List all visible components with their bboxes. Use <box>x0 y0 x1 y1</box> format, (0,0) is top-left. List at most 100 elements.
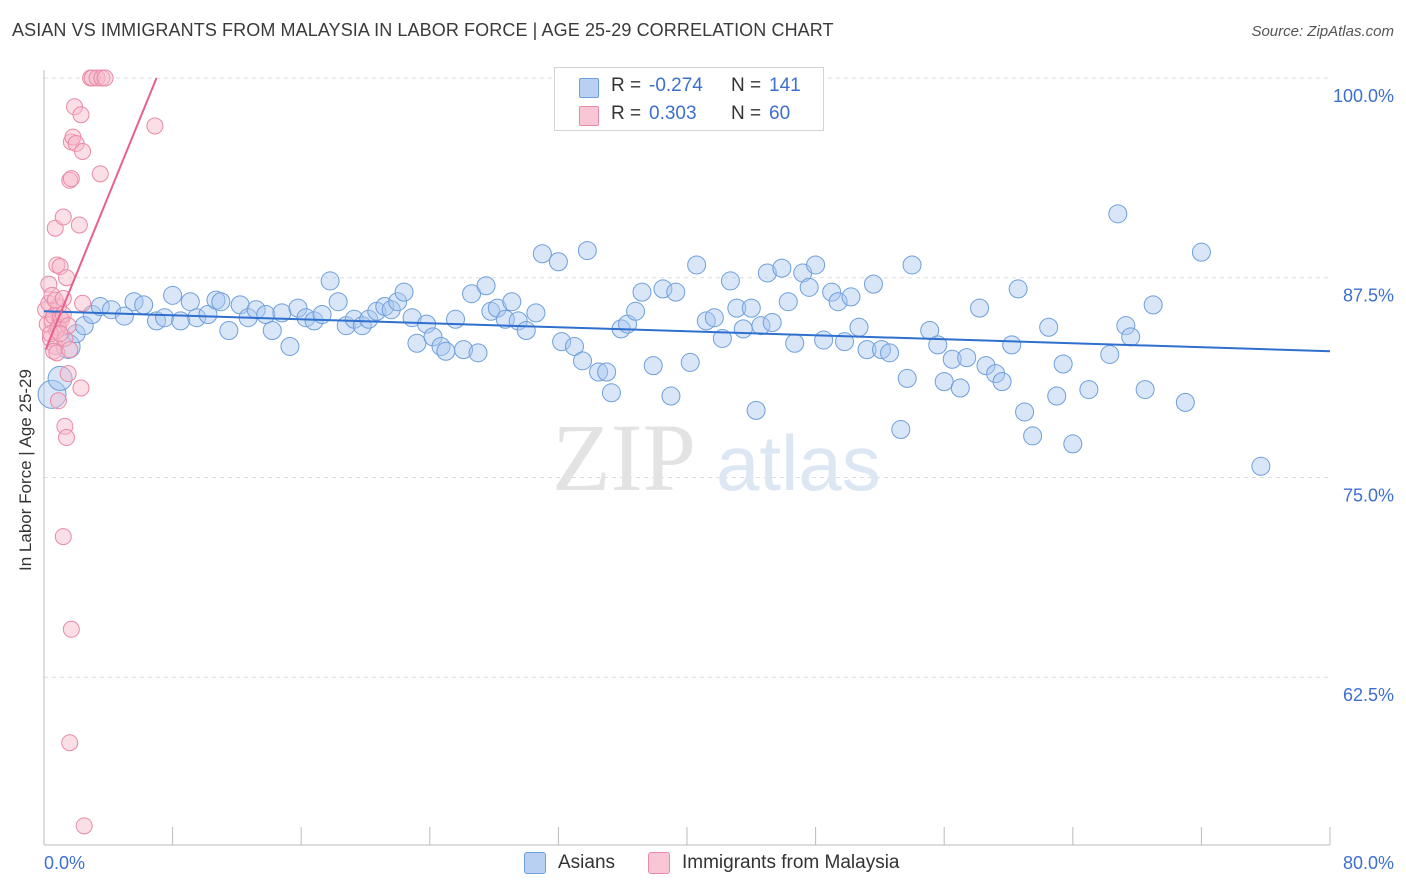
asians-point <box>733 319 753 339</box>
legend-row-malaysia: R = 0.303 N = 60 <box>555 100 823 128</box>
asians-point <box>516 320 536 340</box>
asians-point <box>751 316 771 336</box>
malaysia-point <box>74 294 92 312</box>
asians-point <box>359 309 379 329</box>
watermark-atlas: atlas <box>716 419 881 507</box>
asians-point <box>288 298 308 318</box>
asians-point <box>211 292 231 312</box>
asians-point <box>548 252 568 272</box>
malaysia-point <box>43 286 61 304</box>
asians-point <box>762 312 782 332</box>
asians-point <box>661 386 681 406</box>
asians-point <box>187 308 207 328</box>
asians-point <box>1063 434 1083 454</box>
asians-point <box>526 303 546 323</box>
asians-point <box>880 343 900 363</box>
asians-point <box>1121 327 1141 347</box>
asians-point <box>454 340 474 360</box>
asians-point <box>778 292 798 312</box>
asians-point <box>155 308 175 328</box>
asians-point <box>114 306 134 326</box>
n-label: N = <box>731 103 762 124</box>
gridlines <box>44 77 1330 678</box>
asians-point <box>666 282 686 302</box>
malaysia-point <box>49 392 67 410</box>
asians-point <box>47 365 73 391</box>
asians-point <box>1015 402 1035 422</box>
malaysia-point <box>61 734 79 752</box>
asians-trend-line <box>43 310 1331 353</box>
asians-point <box>1008 279 1028 299</box>
asians-point <box>198 304 218 324</box>
asians-point <box>1100 344 1120 364</box>
asians-point <box>643 356 663 376</box>
asians-point <box>942 349 962 369</box>
asians-point <box>532 244 552 264</box>
asians-point <box>897 368 917 388</box>
asians-point <box>407 333 427 353</box>
asians-point <box>344 309 364 329</box>
asians-point <box>687 255 707 275</box>
asians-point <box>1047 386 1067 406</box>
malaysia-swatch <box>648 852 670 874</box>
asians-point <box>741 298 761 318</box>
correlation-legend: R = -0.274 N = 141 R = 0.303 N = 60 <box>554 67 824 131</box>
legend-row-asians: R = -0.274 N = 141 <box>555 72 823 100</box>
chart-title: ASIAN VS IMMIGRANTS FROM MALAYSIA IN LAB… <box>12 20 834 40</box>
legend-item-asians[interactable]: Asians <box>524 852 615 874</box>
watermark-zip: ZIP <box>552 404 696 511</box>
asians-point <box>822 282 842 302</box>
x-tick-label: 80.0% <box>1343 853 1394 873</box>
malaysia-point <box>75 817 93 835</box>
malaysia-point <box>72 379 90 397</box>
y-tick-label: 87.5% <box>1343 286 1394 306</box>
asians-point <box>863 274 883 294</box>
asians-point <box>1191 242 1211 262</box>
asians-point <box>381 300 401 320</box>
malaysia-point <box>54 528 72 546</box>
asians-point <box>849 317 869 337</box>
asians-point <box>573 351 593 371</box>
asians-point <box>814 330 834 350</box>
asians-point <box>712 328 732 348</box>
asians-point <box>828 292 848 312</box>
asians-point <box>799 277 819 297</box>
r-value: -0.274 <box>649 75 703 96</box>
r-value: 0.303 <box>649 103 697 124</box>
asians-points <box>37 204 1271 476</box>
malaysia-point <box>83 69 101 87</box>
asians-point <box>487 298 507 318</box>
asians-point <box>163 285 183 305</box>
asians-point <box>1079 380 1099 400</box>
asians-point <box>857 340 877 360</box>
malaysia-point <box>146 117 164 135</box>
asians-point <box>1108 204 1128 224</box>
asians-point <box>680 352 700 372</box>
asians-point <box>577 241 597 261</box>
malaysia-point <box>72 106 90 124</box>
y-tick-label: 75.0% <box>1343 485 1394 505</box>
source-label: Source: ZipAtlas.com <box>1251 23 1394 40</box>
malaysia-point <box>54 208 72 226</box>
asians-point <box>950 378 970 398</box>
n-value: 141 <box>769 75 801 96</box>
r-label: R = <box>611 103 642 124</box>
asians-point <box>785 333 805 353</box>
legend-label: Asians <box>558 852 616 873</box>
asians-point <box>1116 316 1136 336</box>
asians-point <box>180 292 200 312</box>
asians-point <box>957 348 977 368</box>
asians-point <box>280 336 300 356</box>
asians-point <box>423 327 443 347</box>
asians-point <box>388 292 408 312</box>
malaysia-point <box>91 165 109 183</box>
asians-point <box>262 320 282 340</box>
malaysia-point <box>74 143 92 161</box>
legend-label: Immigrants from Malaysia <box>682 852 900 873</box>
legend-item-malaysia[interactable]: Immigrants from Malaysia <box>648 852 900 874</box>
asians-point <box>704 308 724 328</box>
y-tick-label: 62.5% <box>1343 685 1394 705</box>
asians-point <box>632 282 652 302</box>
asians-point <box>601 383 621 403</box>
